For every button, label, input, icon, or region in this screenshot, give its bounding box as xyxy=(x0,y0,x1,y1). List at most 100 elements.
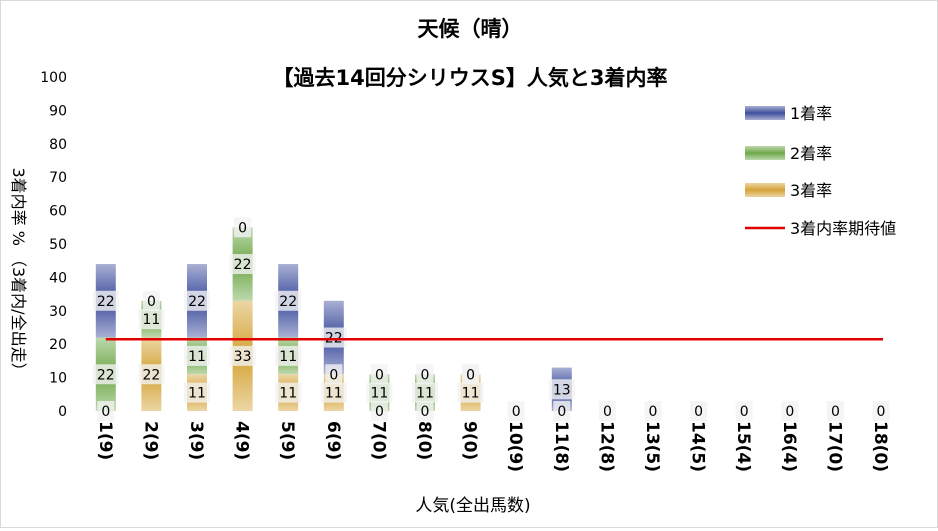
data-label-bg xyxy=(275,382,302,403)
data-label-bg xyxy=(457,382,484,403)
data-label-bg xyxy=(184,290,210,311)
data-label-bg xyxy=(826,401,844,421)
y-ticks: 0 10 20 30 40 50 60 70 80 90 100 xyxy=(40,70,67,420)
data-label-bg xyxy=(548,379,575,400)
x-tick-label-group: 5(9) xyxy=(277,421,297,460)
data-label: 0 xyxy=(421,404,430,420)
data-label: 0 xyxy=(238,220,247,236)
data-label-bg xyxy=(781,401,799,421)
x-tick-label: 9(0) xyxy=(460,421,480,460)
x-tick-label: 1(9) xyxy=(95,421,115,460)
x-tick-label: 7(0) xyxy=(368,421,388,460)
data-label-bg xyxy=(184,382,210,403)
data-label-bg xyxy=(229,345,256,366)
data-label: 22 xyxy=(97,294,115,310)
data-label: 22 xyxy=(97,367,115,383)
data-label: 0 xyxy=(649,404,658,420)
legend-label: 3着率 xyxy=(790,181,832,200)
data-label: 11 xyxy=(325,386,343,402)
data-label: 0 xyxy=(740,404,749,420)
data-label-bg xyxy=(370,364,388,385)
data-label: 0 xyxy=(831,404,840,420)
data-label-bg xyxy=(462,364,480,385)
data-label-bg xyxy=(735,401,753,421)
y-tick-label: 60 xyxy=(49,204,67,220)
data-label-bg xyxy=(92,364,119,385)
data-label-bg xyxy=(598,401,616,421)
data-label: 0 xyxy=(375,367,384,383)
y-tick-label: 70 xyxy=(49,170,67,186)
data-label: 22 xyxy=(234,257,252,273)
x-tick-label-group: 10(9) xyxy=(505,421,525,472)
data-label: 0 xyxy=(785,404,794,420)
data-label: 11 xyxy=(462,386,480,402)
data-label-bg xyxy=(507,401,525,421)
y-tick-label: 100 xyxy=(40,70,67,86)
y-tick-label: 0 xyxy=(58,404,67,420)
data-label-bg xyxy=(325,364,343,385)
y-tick-label: 40 xyxy=(49,270,67,286)
x-tick-label: 12(8) xyxy=(596,421,616,472)
data-label-bg xyxy=(416,364,434,385)
x-ticks: 1(9) 2(9) 3(9) 4(9) 5(9) 6(9) 7(0) 8(0) 9(0) 10(9… xyxy=(95,421,890,472)
y-tick-label: 10 xyxy=(49,371,67,387)
data-label-bg xyxy=(234,217,252,238)
legend: 1着率 2着率 3着率 3着内率期待値 xyxy=(745,104,896,238)
legend-label: 3着内率期待値 xyxy=(790,219,896,238)
bar-labels: 0222222110111122332201111221102201100110… xyxy=(92,217,890,421)
x-tick-label: 2(9) xyxy=(140,421,160,460)
x-tick-label: 14(5) xyxy=(688,421,708,472)
data-label: 11 xyxy=(188,349,206,365)
data-label: 0 xyxy=(421,367,430,383)
x-tick-label-group: 9(0) xyxy=(460,421,480,460)
chart-subtitle: 【過去14回分シリウスS】人気と3着内率 xyxy=(273,66,668,90)
data-label: 11 xyxy=(416,386,434,402)
x-tick-label-group: 4(9) xyxy=(232,421,252,460)
x-tick-label-group: 13(5) xyxy=(642,421,662,472)
data-label-bg xyxy=(553,401,571,421)
data-label-bg xyxy=(644,401,662,421)
data-label: 33 xyxy=(234,349,252,365)
x-tick-label: 11(8) xyxy=(551,421,571,472)
x-tick-label: 13(5) xyxy=(642,421,662,472)
x-tick-label: 18(0) xyxy=(870,421,890,472)
x-tick-label-group: 8(0) xyxy=(414,421,434,460)
x-tick-label-group: 6(9) xyxy=(323,421,343,460)
data-label-bg xyxy=(320,327,347,348)
legend-label: 2着率 xyxy=(790,144,832,163)
data-label-bg xyxy=(138,364,165,385)
x-tick-label-group: 16(4) xyxy=(779,421,799,472)
data-label-bg xyxy=(366,382,393,403)
data-label-bg xyxy=(872,401,890,421)
legend-swatch xyxy=(745,146,785,160)
data-label: 0 xyxy=(329,367,338,383)
y-tick-label: 30 xyxy=(49,304,67,320)
x-axis-label: 人気(全出馬数) xyxy=(415,496,530,516)
legend-swatch xyxy=(745,106,785,120)
data-label: 0 xyxy=(466,367,475,383)
data-label-bg xyxy=(97,401,115,421)
y-tick-label: 20 xyxy=(49,337,67,353)
x-tick-label-group: 11(8) xyxy=(551,421,571,472)
data-label: 22 xyxy=(142,367,160,383)
data-label: 11 xyxy=(188,386,206,402)
data-label: 0 xyxy=(147,294,156,310)
x-tick-label: 10(9) xyxy=(505,421,525,472)
x-tick-label: 6(9) xyxy=(323,421,343,460)
data-label: 11 xyxy=(279,386,297,402)
data-label: 13 xyxy=(553,382,571,398)
x-tick-label-group: 14(5) xyxy=(688,421,708,472)
legend-label: 1着率 xyxy=(790,104,832,123)
x-tick-label-group: 2(9) xyxy=(140,421,160,460)
data-label: 0 xyxy=(557,404,566,420)
data-label-bg xyxy=(412,382,438,403)
data-label-bg xyxy=(416,401,434,421)
data-label: 0 xyxy=(877,404,886,420)
legend-swatch xyxy=(745,183,785,197)
x-tick-label-group: 7(0) xyxy=(368,421,388,460)
data-label: 22 xyxy=(188,294,206,310)
data-label: 0 xyxy=(375,404,384,420)
data-label: 11 xyxy=(142,312,160,328)
x-tick-label-group: 12(8) xyxy=(596,421,616,472)
